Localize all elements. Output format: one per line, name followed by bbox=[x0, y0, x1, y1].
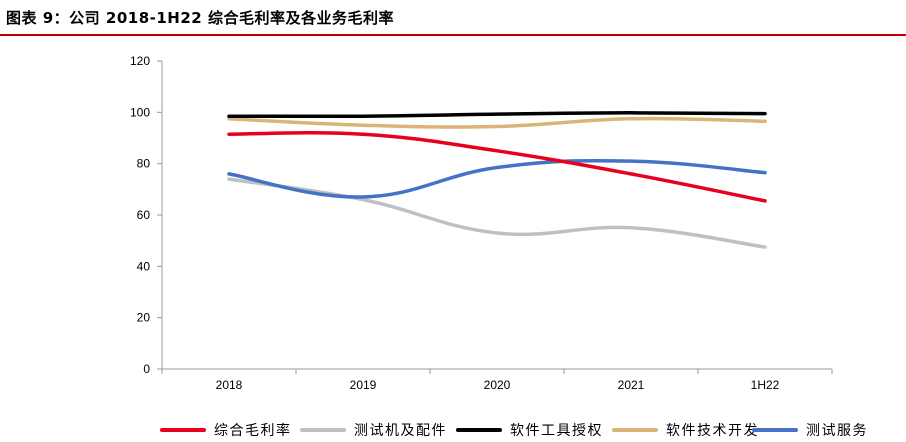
legend-label: 测试服务 bbox=[806, 423, 868, 439]
series-line-2 bbox=[227, 177, 767, 249]
legend-label: 软件工具授权 bbox=[510, 423, 603, 439]
line-chart: 0 20 40 60 80 100 120 2018 2019 2020 2021 1H22 bbox=[130, 54, 833, 392]
y-tick-label: 60 bbox=[137, 208, 151, 222]
legend-label: 综合毛利率 bbox=[214, 423, 292, 439]
y-tick-label: 40 bbox=[137, 259, 151, 273]
series-line-3 bbox=[227, 111, 767, 119]
series-line-5 bbox=[227, 158, 767, 199]
figure-title: 图表 9：公司 2018-1H22 综合毛利率及各业务毛利率 bbox=[6, 9, 394, 27]
x-tick-label: 2018 bbox=[216, 378, 243, 392]
legend-swatch bbox=[612, 428, 658, 432]
y-tick-label: 20 bbox=[137, 311, 151, 325]
y-tick-label: 80 bbox=[137, 157, 151, 171]
y-tick-label: 0 bbox=[143, 362, 150, 376]
legend-swatch bbox=[752, 428, 798, 432]
series-line-1 bbox=[227, 130, 767, 203]
legend-item: 测试机及配件 bbox=[300, 420, 447, 440]
x-tick-label: 2019 bbox=[350, 378, 377, 392]
legend-swatch bbox=[456, 428, 502, 432]
legend-swatch bbox=[160, 428, 206, 432]
x-tick-label: 2020 bbox=[484, 378, 511, 392]
y-tick-label: 120 bbox=[130, 54, 150, 68]
legend-item: 软件工具授权 bbox=[456, 420, 603, 440]
title-divider bbox=[0, 34, 906, 36]
series-line-4 bbox=[227, 116, 767, 129]
legend-item: 测试服务 bbox=[752, 420, 868, 440]
x-tick-label: 1H22 bbox=[751, 378, 780, 392]
legend-label: 软件技术开发 bbox=[666, 423, 759, 439]
legend-swatch bbox=[300, 428, 346, 432]
chart-legend: 综合毛利率 测试机及配件 软件工具授权 软件技术开发 测试服务 bbox=[0, 420, 906, 440]
legend-label: 测试机及配件 bbox=[354, 423, 447, 439]
y-tick-label: 100 bbox=[130, 105, 150, 119]
legend-item: 综合毛利率 bbox=[160, 420, 292, 440]
legend-item: 软件技术开发 bbox=[612, 420, 759, 440]
x-tick-label: 2021 bbox=[618, 378, 645, 392]
